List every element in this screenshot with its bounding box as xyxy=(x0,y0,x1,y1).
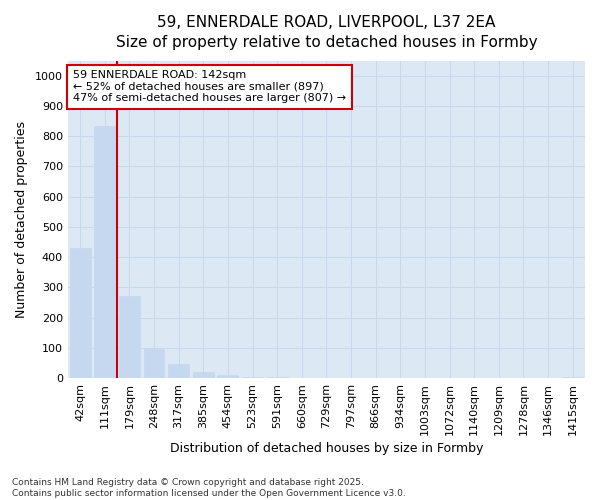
Bar xyxy=(193,372,214,378)
Bar xyxy=(94,126,115,378)
Text: Contains HM Land Registry data © Crown copyright and database right 2025.
Contai: Contains HM Land Registry data © Crown c… xyxy=(12,478,406,498)
Title: 59, ENNERDALE ROAD, LIVERPOOL, L37 2EA
Size of property relative to detached hou: 59, ENNERDALE ROAD, LIVERPOOL, L37 2EA S… xyxy=(116,15,537,50)
Bar xyxy=(70,248,91,378)
Y-axis label: Number of detached properties: Number of detached properties xyxy=(15,121,28,318)
Text: 59 ENNERDALE ROAD: 142sqm
← 52% of detached houses are smaller (897)
47% of semi: 59 ENNERDALE ROAD: 142sqm ← 52% of detac… xyxy=(73,70,346,103)
Bar xyxy=(217,375,238,378)
Bar xyxy=(242,376,263,378)
Bar xyxy=(143,350,164,378)
Bar xyxy=(562,376,583,378)
Bar xyxy=(119,296,140,378)
Bar xyxy=(168,364,189,378)
X-axis label: Distribution of detached houses by size in Formby: Distribution of detached houses by size … xyxy=(170,442,483,455)
Bar xyxy=(266,376,287,378)
